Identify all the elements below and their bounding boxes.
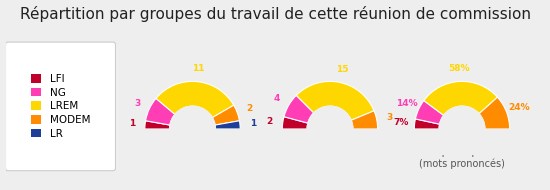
Wedge shape bbox=[284, 95, 314, 123]
Text: 3: 3 bbox=[387, 113, 393, 122]
Text: 4: 4 bbox=[274, 94, 280, 103]
Bar bbox=[398, 129, 526, 179]
Wedge shape bbox=[479, 97, 510, 129]
Text: 3: 3 bbox=[134, 99, 140, 108]
Text: 2: 2 bbox=[247, 104, 253, 113]
Text: Présents: Présents bbox=[172, 147, 213, 157]
Text: Temps de parole
(mots prononcés): Temps de parole (mots prononcés) bbox=[419, 147, 505, 169]
Wedge shape bbox=[296, 81, 374, 120]
Wedge shape bbox=[351, 111, 378, 129]
Text: 2: 2 bbox=[266, 117, 273, 126]
Circle shape bbox=[307, 106, 353, 152]
Text: 58%: 58% bbox=[448, 64, 470, 73]
Text: 24%: 24% bbox=[508, 103, 530, 112]
Text: Interventions: Interventions bbox=[298, 147, 362, 157]
Text: 11: 11 bbox=[191, 64, 204, 73]
Wedge shape bbox=[146, 98, 175, 125]
Text: 15: 15 bbox=[336, 65, 348, 74]
Text: Répartition par groupes du travail de cette réunion de commission: Répartition par groupes du travail de ce… bbox=[19, 6, 531, 22]
Legend: LFI, NG, LREM, MODEM, LR: LFI, NG, LREM, MODEM, LR bbox=[28, 71, 94, 142]
Wedge shape bbox=[282, 117, 308, 129]
Wedge shape bbox=[424, 81, 497, 115]
Bar bbox=[266, 129, 394, 179]
Bar bbox=[128, 129, 257, 179]
Wedge shape bbox=[212, 105, 239, 125]
Text: 14%: 14% bbox=[395, 99, 417, 108]
Wedge shape bbox=[215, 121, 240, 129]
Circle shape bbox=[169, 106, 216, 152]
FancyBboxPatch shape bbox=[6, 42, 115, 171]
Circle shape bbox=[439, 106, 485, 152]
Text: 1: 1 bbox=[129, 119, 135, 128]
Wedge shape bbox=[415, 101, 444, 124]
Wedge shape bbox=[145, 121, 170, 129]
Wedge shape bbox=[414, 119, 439, 129]
Text: 1: 1 bbox=[250, 119, 256, 128]
Text: 7%: 7% bbox=[394, 118, 409, 127]
Wedge shape bbox=[156, 81, 234, 118]
